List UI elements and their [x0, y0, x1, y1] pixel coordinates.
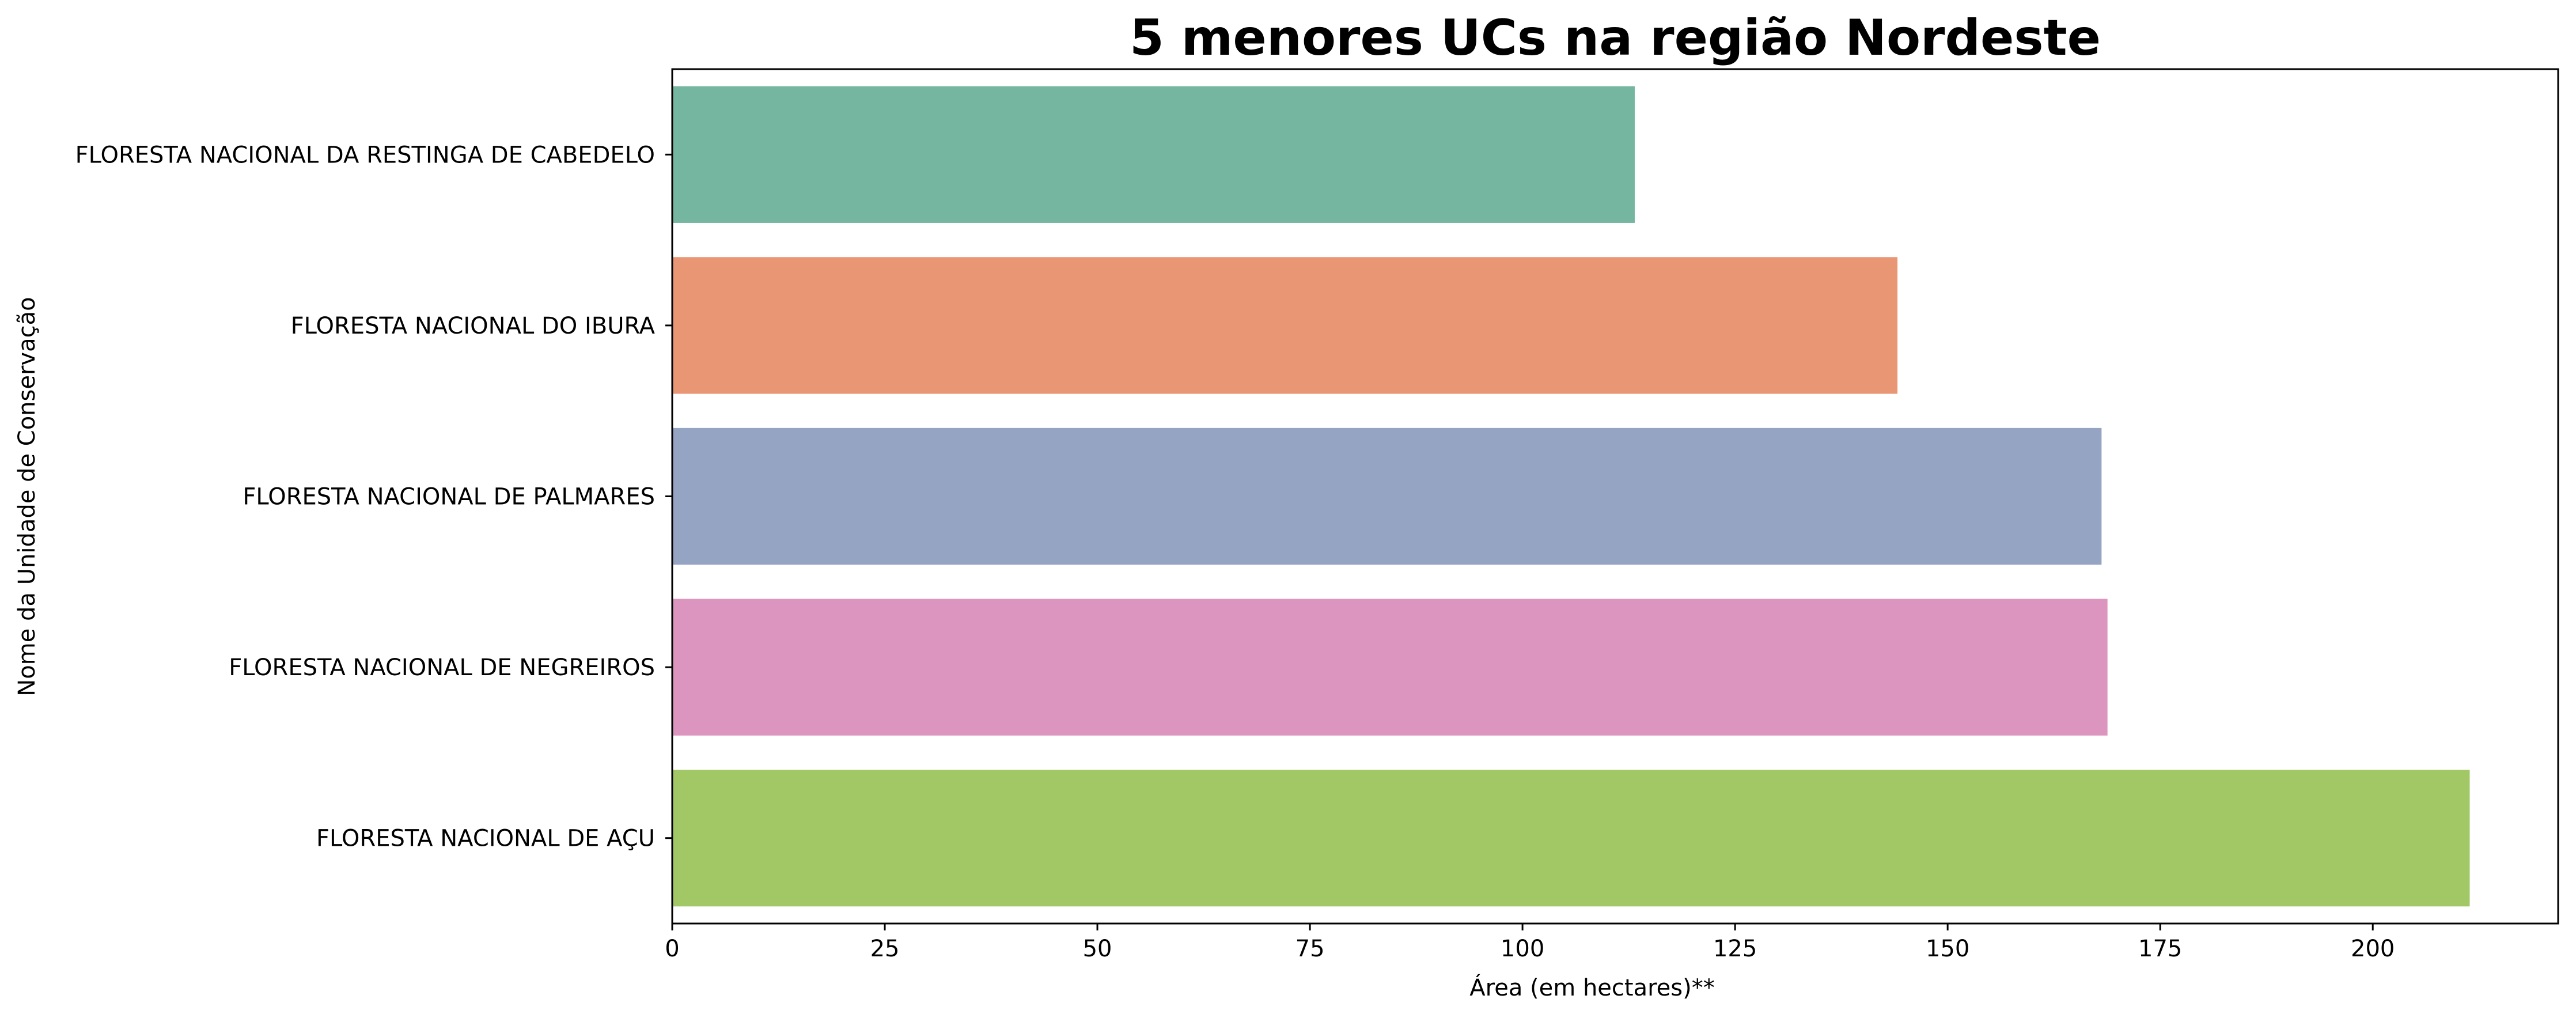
y-tick-label: FLORESTA NACIONAL DE AÇU	[316, 826, 655, 852]
y-tick-label: FLORESTA NACIONAL DE PALMARES	[243, 484, 655, 510]
bars-group	[672, 86, 2470, 907]
bar	[672, 770, 2470, 907]
x-tick-label: 200	[2351, 936, 2395, 962]
y-tick-label: FLORESTA NACIONAL DO IBURA	[291, 313, 656, 339]
bar	[672, 599, 2108, 736]
y-tick-label: FLORESTA NACIONAL DA RESTINGA DE CABEDEL…	[75, 142, 655, 168]
x-tick-label: 0	[665, 936, 679, 962]
plot-frame	[671, 68, 2559, 925]
bar	[672, 257, 1898, 394]
x-axis-label: Área (em hectares)**	[1469, 974, 1714, 1001]
x-tick-label: 150	[1926, 936, 1969, 962]
x-axis: 0 25 50 75 100 125 150 175 200	[665, 924, 2395, 962]
y-axis: FLORESTA NACIONAL DA RESTINGA DE CABEDEL…	[75, 142, 672, 852]
x-tick-label: 175	[2138, 936, 2182, 962]
bar	[672, 86, 1635, 223]
y-tick-label: FLORESTA NACIONAL DE NEGREIROS	[229, 654, 655, 681]
chart-title: 5 menores UCs na região Nordeste	[1130, 9, 2101, 67]
x-tick-label: 50	[1083, 936, 1112, 962]
x-tick-label: 125	[1713, 936, 1757, 962]
y-axis-label: Nome da Unidade de Conservação	[14, 297, 40, 696]
x-tick-label: 25	[870, 936, 900, 962]
x-tick-label: 75	[1295, 936, 1325, 962]
x-tick-label: 100	[1501, 936, 1544, 962]
bar	[672, 427, 2102, 565]
